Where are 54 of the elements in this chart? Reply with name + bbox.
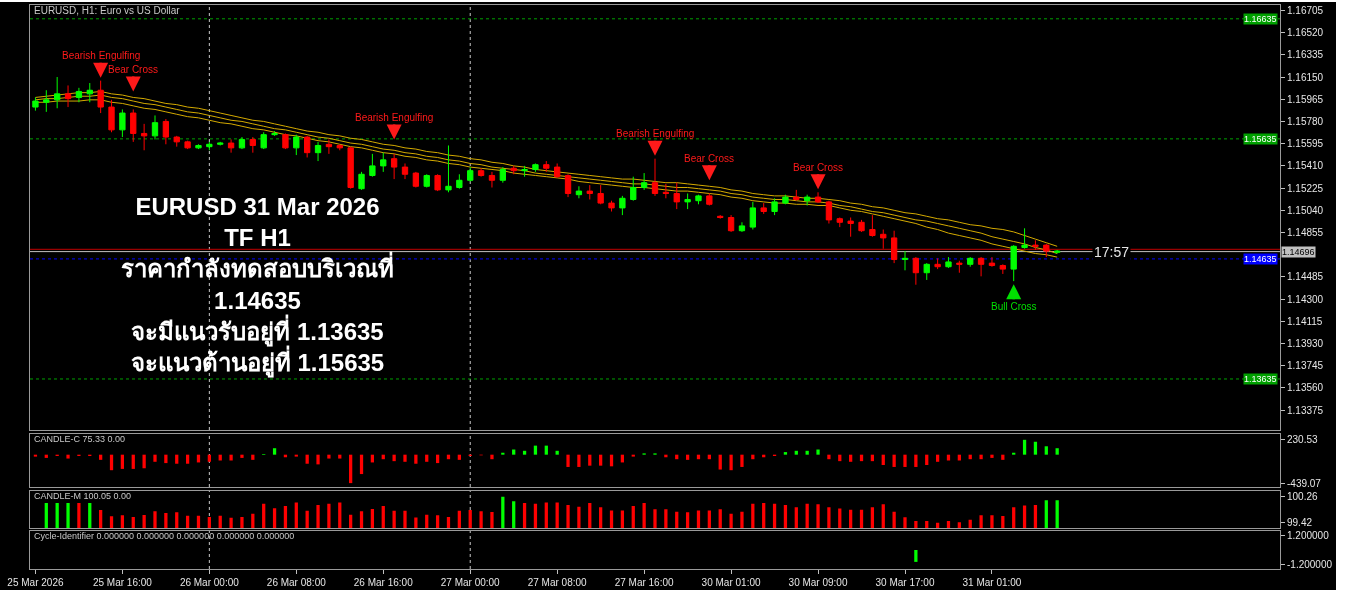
y-tick-label: 1.16335 bbox=[1287, 49, 1324, 61]
y-tick-label: 1.16520 bbox=[1287, 27, 1324, 39]
y-tick-label: 1.13745 bbox=[1287, 360, 1324, 372]
x-tick-label: 26 Mar 08:00 bbox=[266, 577, 327, 588]
annotation: Bearish Engulfing bbox=[616, 128, 695, 139]
y-tick-label: 1.15410 bbox=[1287, 160, 1324, 172]
y-tick-label: 1.13375 bbox=[1287, 404, 1324, 416]
ref-line-label: 1.14696 bbox=[1282, 247, 1315, 257]
y-tick-label: 1.200000 bbox=[1287, 530, 1330, 542]
y-tick-label: 1.14300 bbox=[1287, 293, 1324, 305]
x-tick-label: 30 Mar 01:00 bbox=[701, 577, 761, 588]
annotation: Bear Cross bbox=[684, 153, 735, 164]
x-tick-label: 27 Mar 00:00 bbox=[440, 577, 501, 588]
y-tick-label: 1.15780 bbox=[1287, 115, 1324, 127]
x-tick-label: 27 Mar 16:00 bbox=[614, 577, 675, 588]
x-tick-label: 25 Mar 16:00 bbox=[92, 577, 153, 588]
x-tick-label: 27 Mar 08:00 bbox=[527, 577, 588, 588]
chart-title: CANDLE-C 75.33 0.00 bbox=[34, 434, 126, 445]
x-tick-label: 25 Mar 2026 bbox=[7, 577, 64, 588]
y-tick-label: 1.16705 bbox=[1287, 4, 1324, 16]
y-tick-label: 1.14485 bbox=[1287, 271, 1324, 283]
y-tick-label: 1.15225 bbox=[1287, 182, 1324, 194]
annotation: Bull Cross bbox=[991, 301, 1037, 312]
y-tick-label: -439.07 bbox=[1287, 477, 1322, 489]
annotation: Bear Cross bbox=[793, 162, 844, 173]
annotation: Bearish Engulfing bbox=[355, 112, 434, 123]
x-tick-label: 30 Mar 09:00 bbox=[788, 577, 848, 588]
ref-line-label: 1.13635 bbox=[1244, 374, 1277, 384]
y-tick-label: 99.42 bbox=[1287, 517, 1313, 529]
chart-title: CANDLE-M 100.05 0.00 bbox=[34, 491, 132, 502]
x-tick-label: 31 Mar 01:00 bbox=[962, 577, 1022, 588]
ref-line-label: 1.15635 bbox=[1244, 134, 1277, 144]
annotation: 17:57 bbox=[1094, 244, 1130, 260]
y-tick-label: 1.16150 bbox=[1287, 71, 1324, 83]
annotation: EURUSD 31 Mar 2026 TF H1 ราคากำลังทดสอบบริเวณที่ 1.14635 จะมีแนวรับอยู่ที่ 1.13635 จะแนวต้านอยู่ที่ 1.15635 bbox=[121, 193, 394, 378]
y-tick-label: 1.15595 bbox=[1287, 138, 1324, 150]
y-tick-label: 1.13560 bbox=[1287, 382, 1324, 394]
y-tick-label: 1.14115 bbox=[1287, 315, 1323, 327]
annotation: Bear Cross bbox=[108, 64, 159, 75]
chart-title: EURUSD, H1: Euro vs US Dollar bbox=[34, 5, 181, 16]
y-tick-label: 100.26 bbox=[1287, 491, 1319, 503]
ref-line-label: 1.14635 bbox=[1244, 254, 1277, 264]
x-tick-label: 26 Mar 16:00 bbox=[353, 577, 414, 588]
ref-line-label: 1.16635 bbox=[1244, 14, 1277, 24]
annotation: Bearish Engulfing bbox=[62, 50, 141, 61]
y-tick-label: 1.14855 bbox=[1287, 227, 1324, 239]
x-tick-label: 30 Mar 17:00 bbox=[875, 577, 935, 588]
y-tick-label: 1.15965 bbox=[1287, 93, 1324, 105]
y-tick-label: 230.53 bbox=[1287, 434, 1319, 446]
y-tick-label: 1.13930 bbox=[1287, 338, 1324, 350]
y-tick-label: -1.200000 bbox=[1287, 558, 1333, 570]
x-tick-label: 26 Mar 00:00 bbox=[179, 577, 240, 588]
chart-title: Cycle-Identifier 0.000000 0.000000 0.000000 0.000000 0.000000 bbox=[34, 531, 295, 542]
y-tick-label: 1.15040 bbox=[1287, 204, 1324, 216]
